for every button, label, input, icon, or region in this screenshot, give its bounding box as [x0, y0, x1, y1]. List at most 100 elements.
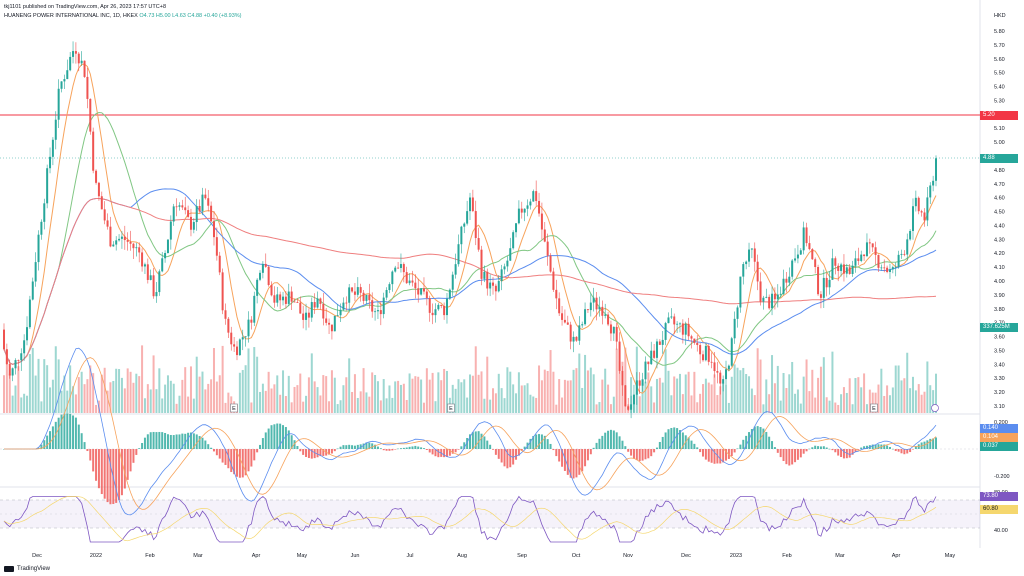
candle-body — [57, 88, 60, 120]
macd-histogram-bar — [181, 433, 184, 449]
time-tick: Aug — [457, 553, 467, 559]
volume-bar — [650, 386, 653, 413]
candle-body — [236, 346, 238, 356]
candle-body — [72, 51, 75, 57]
volume-bar — [647, 372, 650, 413]
volume-bar — [644, 381, 647, 413]
candle-body — [730, 338, 733, 366]
macd-pane — [3, 347, 937, 516]
candle-body — [391, 271, 394, 285]
macd-histogram-bar — [503, 449, 506, 467]
macd-histogram-bar — [115, 449, 118, 503]
volume-bar — [3, 375, 5, 413]
volume-bar — [143, 398, 146, 413]
candle-body — [215, 237, 218, 256]
macd-histogram-bar — [932, 438, 935, 449]
volume-bar — [589, 367, 592, 413]
volume-bar — [325, 376, 328, 413]
tradingview-logo[interactable]: TradingView — [4, 566, 50, 572]
signal-label: 0.104 — [980, 433, 1018, 442]
tradingview-logo-text: TradingView — [17, 566, 51, 572]
hline-price-label: 5.20 — [980, 111, 1018, 120]
macd-histogram-bar — [612, 430, 615, 449]
volume-bar — [515, 393, 518, 413]
candle-body — [791, 260, 794, 277]
candle-body — [115, 240, 118, 245]
macd-histogram-bar — [891, 448, 894, 450]
volume-bar — [661, 382, 664, 413]
candle-body — [143, 264, 146, 267]
volume-bar — [796, 389, 799, 413]
macd-histogram-bar — [218, 449, 221, 459]
macd-histogram-bar — [155, 432, 158, 449]
candle-body — [414, 282, 417, 289]
volume-bar — [840, 394, 843, 413]
macd-histogram-bar — [40, 444, 43, 449]
macd-histogram-bar — [604, 432, 607, 449]
time-tick: Dec — [32, 553, 42, 559]
macd-histogram-bar — [831, 449, 834, 451]
macd-histogram-bar — [837, 449, 840, 456]
macd-histogram-bar — [328, 449, 331, 455]
candle-body — [49, 156, 52, 169]
macd-histogram-bar — [376, 446, 379, 449]
candle-body — [270, 285, 273, 296]
candle-body — [95, 170, 98, 183]
candle-body — [319, 298, 322, 304]
volume-bar — [911, 376, 914, 413]
volume-bar — [322, 375, 325, 413]
candle-body — [765, 296, 768, 298]
volume-bar — [443, 368, 446, 413]
candle-body — [80, 60, 83, 64]
macd-histogram-bar — [259, 444, 262, 449]
volume-bar — [221, 345, 224, 413]
volume-bar — [17, 366, 20, 413]
volume-bar — [420, 379, 423, 413]
candle-body — [256, 279, 259, 296]
macd-histogram-bar — [261, 438, 264, 449]
candle-body — [14, 360, 17, 369]
volume-bar — [135, 373, 138, 413]
macd-histogram-bar — [555, 449, 558, 457]
macd-histogram-bar — [601, 435, 604, 449]
macd-histogram-bar — [460, 446, 463, 449]
candle-body — [227, 318, 230, 333]
macd-histogram-bar — [345, 445, 348, 449]
volume-bar — [702, 384, 704, 413]
volume-bar — [638, 396, 641, 413]
candle-body — [5, 349, 8, 364]
macd-histogram-bar — [653, 449, 656, 453]
volume-bar — [362, 368, 365, 413]
macd-histogram-bar — [575, 449, 578, 478]
macd-histogram-bar — [644, 449, 647, 460]
volume-bar — [684, 374, 687, 413]
macd-histogram-bar — [397, 448, 400, 450]
price-tick: 5.40 — [994, 85, 1005, 91]
earnings-marker-label: E — [872, 406, 876, 412]
macd-histogram-bar — [748, 432, 751, 449]
volume-bar — [929, 385, 932, 413]
price-tick: 3.90 — [994, 293, 1005, 299]
volume-bar — [676, 378, 679, 413]
candle-body — [109, 226, 112, 247]
candle-body — [164, 252, 167, 259]
candle-body — [563, 319, 566, 323]
price-tick: 5.50 — [994, 71, 1005, 77]
candle-body — [868, 242, 871, 244]
volume-bar — [572, 369, 575, 413]
candle-body — [641, 379, 644, 386]
macd-histogram-bar — [405, 447, 408, 449]
candle-body — [411, 280, 414, 283]
volume-bar — [63, 375, 66, 413]
macd-histogram-bar — [313, 449, 316, 459]
candle-body — [520, 208, 523, 213]
macd-histogram-bar — [54, 421, 57, 449]
volume-bar — [471, 375, 474, 413]
volume-bar — [814, 397, 817, 413]
price-tick: 3.30 — [994, 376, 1005, 382]
macd-histogram-bar — [664, 432, 667, 449]
macd-histogram-bar — [184, 433, 187, 449]
macd-tick: 0.200 — [994, 420, 1008, 426]
candle-body — [325, 318, 328, 323]
